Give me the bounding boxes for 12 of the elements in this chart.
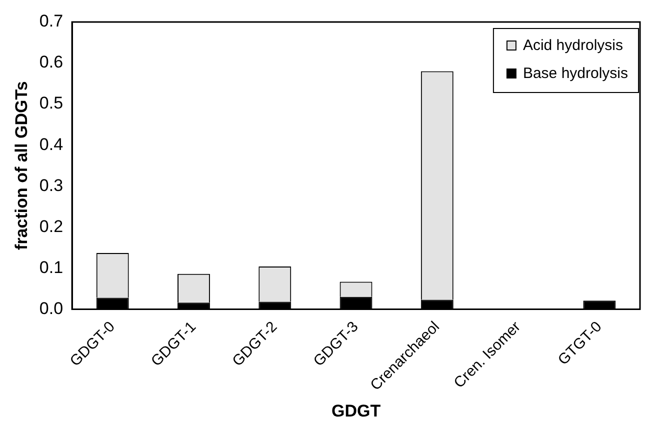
y-tick-label: 0.2 [39,216,64,236]
x-axis-title: GDGT [331,401,382,420]
y-tick-label: 0.0 [39,298,64,318]
y-tick-label: 0.5 [39,94,64,113]
y-axis-title: fraction of all GDGTs [12,81,31,250]
y-tick-label: 0.6 [39,52,64,72]
y-tick-label: 0.3 [39,176,64,195]
legend-label: Base hydrolysis [522,65,628,82]
y-tick-label: 0.7 [39,12,64,31]
legend-label: Acid hydrolysis [522,37,624,54]
y-tick-label: 0.1 [39,258,64,277]
y-tick-label: 0.4 [39,134,64,154]
